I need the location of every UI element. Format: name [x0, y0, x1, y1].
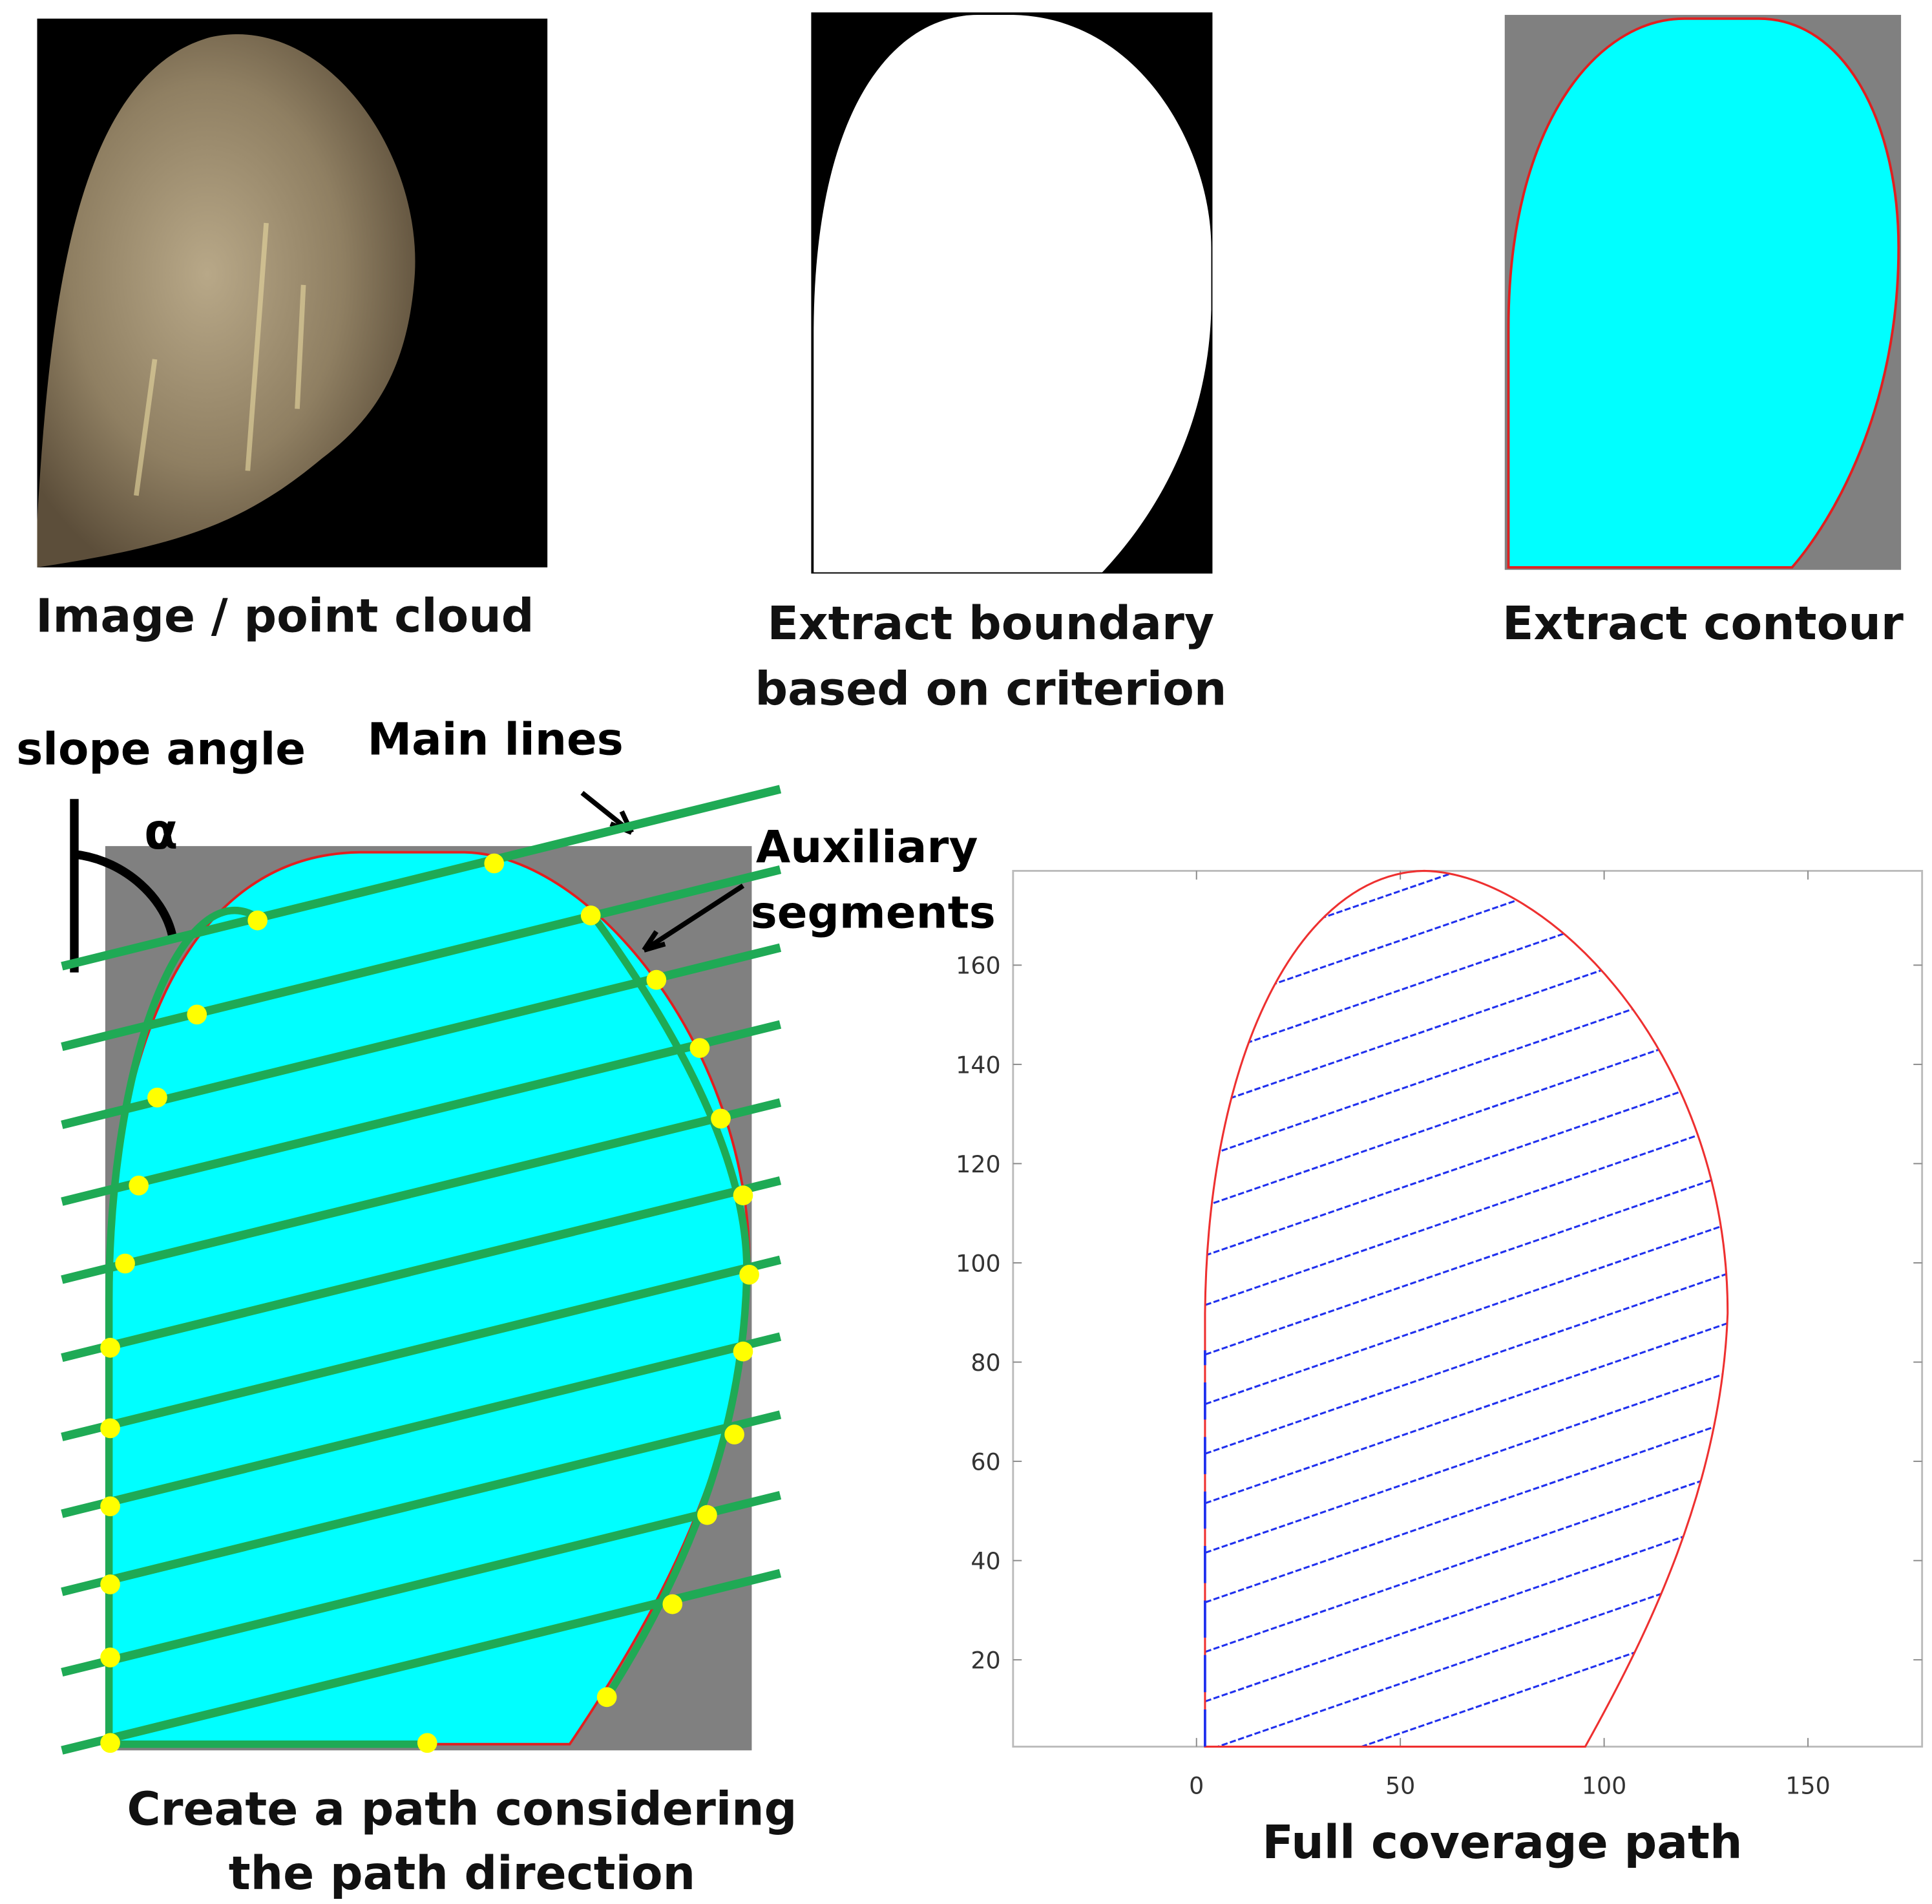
caption: Extract boundary — [767, 597, 1214, 650]
caption: Extract contour — [1502, 597, 1904, 650]
y-tick-label: 80 — [971, 1349, 1000, 1377]
intersection-point — [100, 1418, 120, 1439]
path-panel — [61, 785, 782, 1755]
intersection-point — [115, 1253, 135, 1274]
intersection-point — [129, 1175, 149, 1196]
main-line — [61, 1410, 782, 1596]
intersection-point — [100, 1338, 120, 1358]
y-tick-label: 160 — [956, 952, 1001, 980]
main-line — [61, 1176, 782, 1362]
x-tick-label: 150 — [1785, 1772, 1831, 1799]
path-segment — [1204, 871, 1728, 1015]
main-line — [61, 1255, 782, 1441]
intersection-point — [689, 1038, 710, 1058]
x-tick-label: 0 — [1189, 1772, 1204, 1799]
intersection-point — [697, 1505, 717, 1525]
intersection-point — [711, 1108, 731, 1129]
intersection-point — [580, 905, 601, 926]
photo-panel — [37, 18, 548, 567]
intersection-point — [417, 1733, 437, 1753]
intersection-point — [100, 1647, 120, 1667]
intersection-point — [724, 1424, 744, 1444]
main-line — [61, 1332, 782, 1518]
caption: Create a path considering — [127, 1782, 797, 1835]
intersection-point — [646, 969, 667, 990]
path-segment — [1204, 1365, 1728, 1560]
path-segment — [1204, 1316, 1728, 1510]
label: α — [144, 803, 178, 861]
caption: Image / point cloud — [36, 589, 534, 643]
main-line — [61, 1490, 782, 1677]
label: segments — [751, 887, 996, 939]
y-tick-label: 20 — [971, 1647, 1000, 1675]
path-segment — [1204, 1465, 1728, 1658]
path-segment — [1204, 1019, 1728, 1212]
plot: 0 50 100 150 20 40 60 80 100 120 140 160 — [956, 869, 1924, 1799]
y-tick-label: 140 — [956, 1051, 1001, 1079]
y-tick-label: 60 — [971, 1448, 1000, 1476]
main-line — [61, 1569, 782, 1755]
y-tick-label: 100 — [956, 1249, 1001, 1277]
contour-panel — [1504, 15, 1902, 570]
y-tick-label: 40 — [971, 1547, 1000, 1575]
main-line — [61, 1020, 782, 1206]
path-segment — [1204, 1415, 1728, 1609]
intersection-point — [733, 1185, 753, 1205]
intersection-point — [187, 1004, 207, 1025]
main-line — [61, 785, 782, 971]
intersection-point — [100, 1496, 120, 1517]
label: Auxiliary — [756, 821, 978, 873]
path-segment — [1204, 1266, 1728, 1461]
intersection-point — [100, 1733, 120, 1753]
main-line — [61, 1098, 782, 1284]
intersection-point — [596, 1687, 617, 1708]
label: Main lines — [368, 714, 624, 765]
path-segment — [1204, 1514, 1728, 1708]
x-tick-label: 100 — [1582, 1772, 1627, 1799]
path-segment — [1204, 1068, 1728, 1262]
intersection-point — [484, 853, 505, 874]
y-tick-label: 120 — [956, 1150, 1001, 1178]
path-segment — [1204, 1167, 1728, 1361]
intersection-point — [662, 1594, 683, 1614]
label: slope angle — [16, 724, 306, 776]
intersection-point — [147, 1087, 167, 1108]
caption: Full coverage path — [1262, 1815, 1742, 1869]
intersection-point — [247, 910, 268, 931]
path-segment — [1204, 1216, 1728, 1411]
main-line — [61, 865, 782, 1052]
intersection-point — [733, 1341, 753, 1362]
caption: the path direction — [229, 1846, 695, 1900]
intersection-point — [100, 1574, 120, 1594]
path-segment — [1204, 1117, 1728, 1312]
boundary-panel — [811, 12, 1213, 574]
intersection-point — [739, 1264, 759, 1285]
x-tick-label: 50 — [1385, 1772, 1415, 1799]
contour — [1204, 869, 1729, 1748]
path-segment — [1204, 1563, 1728, 1747]
caption: based on criterion — [755, 662, 1226, 716]
